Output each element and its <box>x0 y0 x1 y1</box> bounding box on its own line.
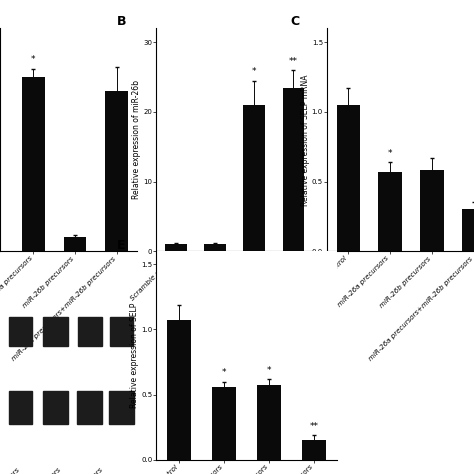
Text: **: ** <box>289 57 298 66</box>
Y-axis label: Relative expression of SELP mRNA: Relative expression of SELP mRNA <box>301 74 310 206</box>
Bar <box>78 318 101 346</box>
Text: *: * <box>267 366 271 375</box>
Bar <box>337 105 360 251</box>
Bar <box>105 91 128 251</box>
Bar <box>420 171 444 251</box>
Bar <box>43 318 68 346</box>
Bar <box>22 77 45 251</box>
Text: *: * <box>31 55 36 64</box>
Text: **: ** <box>310 422 319 431</box>
Bar <box>204 244 226 251</box>
Text: miR-26b precursors: miR-26b precursors <box>9 467 62 474</box>
Y-axis label: Relative expression of SELP: Relative expression of SELP <box>130 303 139 408</box>
Text: E: E <box>117 239 125 252</box>
Bar <box>43 392 68 424</box>
Text: *: * <box>252 67 256 76</box>
Bar <box>64 237 86 251</box>
Bar <box>165 244 187 251</box>
Text: B: B <box>118 15 127 28</box>
Y-axis label: Relative expression of miR-26b: Relative expression of miR-26b <box>132 80 141 200</box>
Bar <box>109 318 134 346</box>
Bar <box>378 172 401 251</box>
Bar <box>77 392 102 424</box>
Text: miR-26a precursors: miR-26a precursors <box>0 467 21 474</box>
Text: C: C <box>290 15 300 28</box>
Bar <box>256 385 282 460</box>
Bar <box>9 392 32 424</box>
Bar <box>283 88 304 251</box>
Bar <box>301 440 327 460</box>
Bar <box>211 387 237 460</box>
Bar <box>109 392 134 424</box>
Text: miR-26a precursors+miR-26b precursors: miR-26a precursors+miR-26b precursors <box>0 467 104 474</box>
Bar <box>166 320 191 460</box>
Bar <box>463 210 474 251</box>
Bar <box>244 105 265 251</box>
Text: *: * <box>222 368 226 377</box>
Bar <box>9 318 32 346</box>
Text: *: * <box>388 149 392 158</box>
